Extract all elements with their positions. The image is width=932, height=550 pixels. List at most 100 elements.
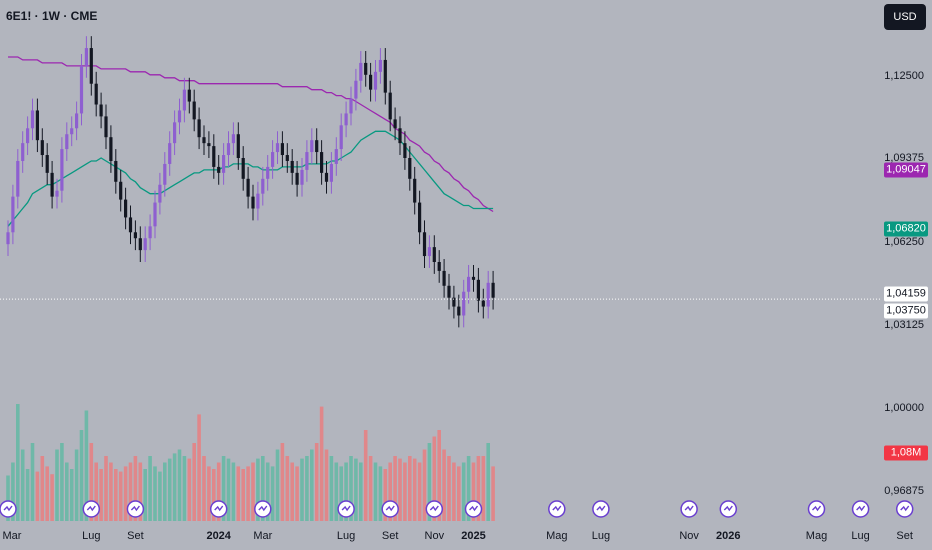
time-axis-label: Set (896, 530, 913, 542)
event-marker-icon[interactable] (82, 500, 101, 518)
candle-body (21, 143, 25, 161)
volume-bar (187, 458, 192, 521)
volume-bar (398, 458, 402, 521)
candle-body (55, 190, 59, 197)
volume-bar (226, 458, 231, 521)
volume-bar (94, 462, 98, 521)
high-price-badge: 1,04159 (884, 286, 928, 302)
volume-bar (246, 466, 250, 521)
event-marker-icon[interactable] (807, 500, 826, 518)
time-axis-label: Mag (546, 530, 568, 542)
price-tick: 1,03125 (884, 319, 924, 331)
candle-body (427, 247, 431, 257)
volume-bar (30, 443, 35, 521)
candle-body (207, 143, 211, 147)
candle-body (158, 184, 162, 203)
candle-body (442, 270, 446, 286)
volume-bar (319, 406, 324, 521)
candle-body (413, 178, 417, 203)
candle-body (163, 163, 167, 185)
volume-bars (6, 404, 495, 521)
event-marker-icon[interactable] (592, 500, 610, 518)
candle-body (138, 238, 142, 251)
volume-bar (241, 469, 245, 521)
event-marker-glyph (130, 505, 140, 512)
candle-body (437, 262, 441, 271)
event-marker-icon[interactable] (425, 500, 444, 518)
event-marker-glyph (385, 505, 395, 512)
volume-bar (79, 430, 84, 521)
candle-body (452, 297, 456, 307)
volume-bar (138, 462, 143, 521)
candle-body (476, 279, 480, 301)
event-marker-glyph (258, 505, 268, 512)
event-marker-glyph (214, 505, 224, 512)
volume-bar (344, 462, 348, 521)
candle-body (40, 140, 44, 156)
candle-body (383, 59, 387, 93)
candle-body (266, 166, 270, 179)
candle-body (241, 158, 245, 179)
volume-bar (275, 449, 280, 521)
event-marker-icon[interactable] (254, 500, 272, 518)
candle-body (177, 110, 182, 123)
volume-bar (50, 474, 54, 521)
event-marker-icon[interactable] (851, 500, 870, 518)
event-marker-icon[interactable] (209, 500, 228, 518)
candle-body (143, 238, 147, 251)
volume-bar (452, 462, 456, 521)
volume-bar (153, 466, 157, 521)
candle-body (300, 169, 304, 185)
volume-bar (476, 456, 481, 521)
currency-button[interactable]: USD (884, 4, 926, 30)
candle-body (256, 193, 260, 209)
candle-body (124, 199, 128, 218)
candle-body (45, 155, 49, 173)
volume-bar (40, 456, 45, 521)
volume-bar (123, 466, 128, 521)
volume-bar (202, 456, 206, 521)
volume-bar (45, 466, 49, 521)
volume-bar (261, 456, 265, 521)
candle-body (280, 143, 284, 156)
price-tick: 1,00000 (884, 402, 924, 414)
price-tick: 1,12500 (884, 70, 924, 82)
time-axis-label: Mar (2, 530, 22, 542)
candle-body (6, 232, 10, 245)
time-axis-label: Set (127, 530, 144, 542)
candle-body (11, 196, 15, 233)
volume-badge: 1,08M (884, 445, 928, 461)
candle-body (109, 137, 113, 161)
candle-body (373, 71, 378, 90)
volume-bar (324, 449, 329, 521)
candle-body (30, 110, 35, 129)
time-axis-label: Lug (336, 530, 356, 542)
candle-body (285, 155, 289, 161)
event-marker-icon[interactable] (337, 500, 355, 518)
event-marker-glyph (812, 505, 822, 512)
event-marker-icon[interactable] (0, 500, 17, 518)
event-marker-icon[interactable] (895, 500, 914, 518)
candle-body (271, 152, 275, 167)
event-marker-glyph (3, 505, 13, 512)
time-axis-label: 2026 (716, 530, 741, 542)
candle-body (398, 128, 402, 144)
event-marker-icon[interactable] (680, 500, 698, 518)
volume-bar (447, 456, 451, 521)
candle-body (393, 119, 397, 129)
candlesticks (6, 36, 495, 328)
candle-body (89, 48, 93, 84)
ma-long-badge: 1,09047 (884, 162, 928, 178)
event-marker-icon[interactable] (719, 500, 738, 518)
volume-bar (417, 462, 422, 521)
event-marker-icon[interactable] (126, 500, 145, 518)
time-axis-label: 2025 (461, 530, 486, 542)
candle-body (295, 172, 299, 185)
event-marker-icon[interactable] (548, 500, 566, 518)
volume-bar (334, 462, 339, 521)
event-marker-icon[interactable] (464, 500, 483, 518)
event-marker-icon[interactable] (381, 500, 399, 518)
volume-bar (231, 462, 236, 521)
volume-bar (393, 456, 397, 521)
